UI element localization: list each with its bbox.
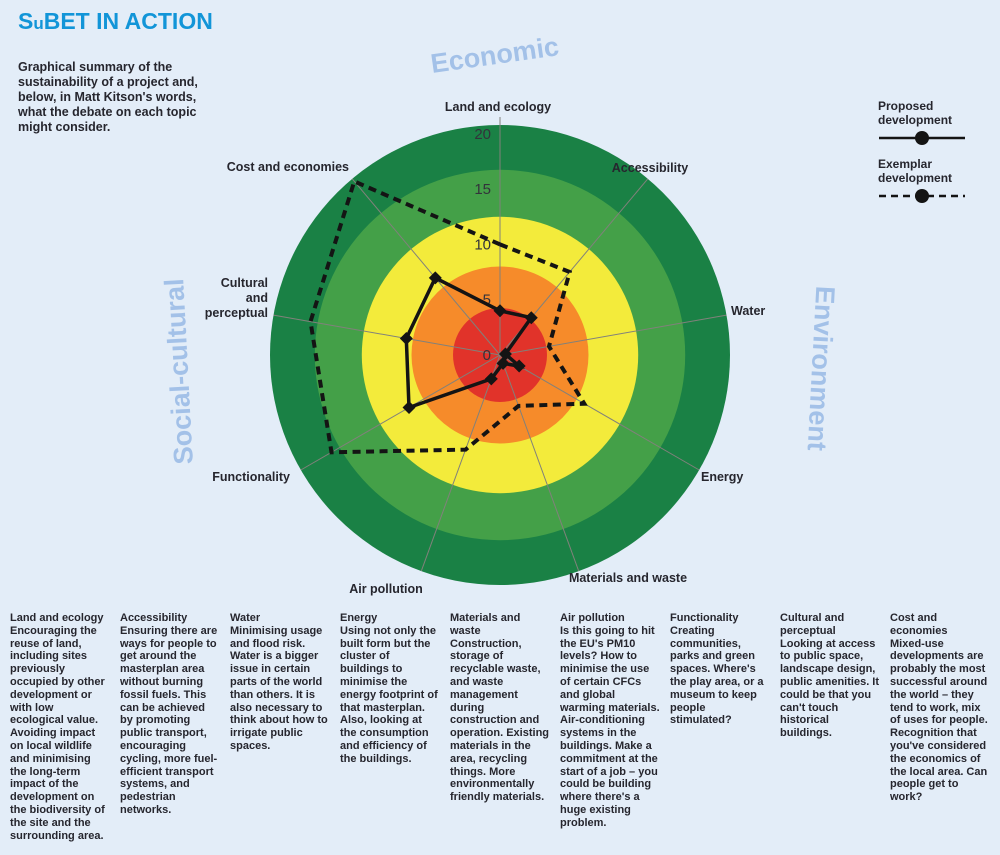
title-part: BET IN ACTION bbox=[43, 8, 213, 34]
axis-label-5: Air pollution bbox=[349, 582, 423, 596]
legend-solid-line-swatch bbox=[879, 131, 965, 145]
data-point-marker-4 bbox=[496, 356, 510, 370]
spoke-4 bbox=[499, 354, 580, 572]
radar-chart-area: 0 5 10 15 20 Land and ecology Accessibility Wat… bbox=[159, 31, 841, 596]
axis-label-8: Cost and economies bbox=[227, 160, 349, 174]
data-point-marker-6 bbox=[402, 401, 416, 415]
topic-column-materials-and-waste: Materials and waste Construction, storag… bbox=[450, 612, 550, 842]
topic-body: Is this going to hit the EU's PM10 level… bbox=[560, 624, 660, 829]
legend-dot bbox=[915, 189, 929, 203]
topic-column-land-and-ecology: Land and ecology Encouraging the reuse o… bbox=[10, 612, 110, 842]
intro-text: Graphical summary of the sustainability … bbox=[18, 60, 198, 134]
legend: Proposed development Exemplar developmen… bbox=[878, 99, 974, 216]
axis-label-1: Accessibility bbox=[612, 161, 688, 175]
quadrant-label-environment: Environment bbox=[802, 285, 841, 451]
topic-column-air-pollution: Air pollution Is this going to hit the E… bbox=[560, 612, 660, 842]
legend-label: Exemplar development bbox=[878, 157, 953, 185]
topic-heading: Air pollution bbox=[560, 612, 625, 624]
topic-column-energy: Energy Using not only the built form but… bbox=[340, 612, 440, 842]
series-line-dashed bbox=[308, 178, 588, 455]
topic-column-cultural-and-perceptual: Cultural and perceptual Looking at acces… bbox=[780, 612, 880, 842]
topic-heading: Accessibility bbox=[120, 612, 188, 624]
series-line-solid bbox=[404, 275, 535, 410]
page-title: SuBET IN ACTION bbox=[18, 8, 213, 35]
topic-column-water: Water Minimising usage and flood risk. W… bbox=[230, 612, 330, 842]
legend-item-exemplar: Exemplar development bbox=[878, 157, 974, 204]
axis-label-3: Energy bbox=[701, 470, 743, 484]
axis-label-6: Functionality bbox=[212, 470, 290, 484]
spoke-5 bbox=[420, 354, 501, 572]
tick-label-15: 15 bbox=[474, 181, 491, 198]
topic-body: Looking at access to public space, lands… bbox=[780, 637, 880, 740]
spoke-7 bbox=[273, 314, 501, 356]
topic-heading: Cost and economies bbox=[890, 612, 948, 637]
topic-body: Creating communities, parks and green sp… bbox=[670, 624, 764, 727]
topics-row: Land and ecology Encouraging the reuse o… bbox=[10, 612, 990, 842]
topic-column-accessibility: Accessibility Ensuring there are ways fo… bbox=[120, 612, 220, 842]
data-point-marker-7 bbox=[399, 331, 413, 345]
topic-heading: Cultural and perceptual bbox=[780, 612, 845, 637]
title-part-small: u bbox=[33, 14, 44, 33]
spoke-3 bbox=[499, 354, 700, 471]
quadrant-label-social-cultural: Social-cultural bbox=[159, 278, 199, 465]
topic-body: Encouraging the reuse of land, including… bbox=[10, 624, 105, 842]
data-point-marker-5 bbox=[484, 372, 498, 386]
topic-body: Mixed-use developments are probably the … bbox=[890, 637, 988, 804]
axis-label-7: Cultural and perceptual bbox=[205, 276, 268, 320]
topic-body: Using not only the built form but the cl… bbox=[340, 624, 438, 765]
data-point-marker-0 bbox=[493, 304, 507, 318]
topic-column-functionality: Functionality Creating communities, park… bbox=[670, 612, 770, 842]
topic-heading: Water bbox=[230, 612, 261, 624]
title-part: S bbox=[18, 8, 34, 34]
topic-heading: Land and ecology bbox=[10, 612, 104, 624]
spoke-6 bbox=[300, 354, 501, 471]
topic-heading: Energy bbox=[340, 612, 378, 624]
topic-heading: Functionality bbox=[670, 612, 739, 624]
data-point-marker-3 bbox=[512, 359, 526, 373]
legend-label: Proposed development bbox=[878, 99, 953, 127]
data-point-marker-1 bbox=[524, 311, 538, 325]
axis-label-0: Land and ecology bbox=[445, 100, 551, 114]
tick-label-20: 20 bbox=[474, 126, 491, 143]
data-point-marker-8 bbox=[428, 271, 442, 285]
topic-heading: Materials and waste bbox=[450, 612, 521, 637]
axis-label-2: Water bbox=[731, 304, 765, 318]
axis-label-4: Materials and waste bbox=[569, 571, 687, 585]
spoke-2 bbox=[499, 314, 727, 356]
legend-dot bbox=[915, 131, 929, 145]
spoke-8 bbox=[351, 178, 501, 356]
legend-dashed-line-swatch bbox=[879, 189, 965, 203]
legend-item-proposed: Proposed development bbox=[878, 99, 974, 146]
tick-label-0: 0 bbox=[483, 347, 491, 364]
topic-body: Construction, storage of recyclable wast… bbox=[450, 637, 550, 804]
topic-body: Minimising usage and flood risk. Water i… bbox=[230, 624, 328, 752]
tick-label-5: 5 bbox=[483, 292, 491, 309]
data-point-marker-2 bbox=[498, 347, 512, 361]
topic-body: Ensuring there are ways for people to ge… bbox=[120, 624, 218, 816]
topic-column-cost-and-economies: Cost and economies Mixed-use development… bbox=[890, 612, 990, 842]
quadrant-label-economic: Economic bbox=[429, 31, 561, 79]
